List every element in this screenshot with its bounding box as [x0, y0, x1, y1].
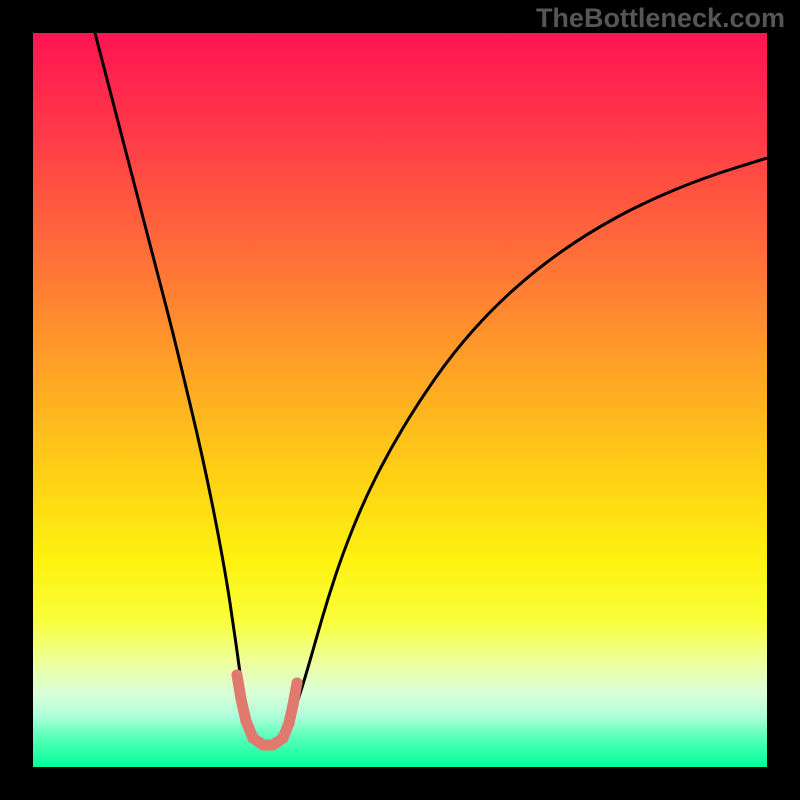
black-curve — [95, 33, 767, 745]
watermark-text: TheBottleneck.com — [536, 3, 785, 34]
notch-dot — [232, 670, 243, 681]
notch-dot — [248, 733, 259, 744]
notch-dot — [288, 700, 299, 711]
bottleneck-curve — [33, 33, 767, 767]
notch-dot — [241, 716, 252, 727]
notch-dot — [268, 740, 279, 751]
notch-dot — [278, 733, 289, 744]
notch-dot — [236, 694, 247, 705]
notch-dot — [292, 678, 303, 689]
notch-dot — [284, 718, 295, 729]
notch-dot — [258, 740, 269, 751]
chart-frame: TheBottleneck.com — [0, 0, 800, 800]
plot-area — [33, 33, 767, 767]
